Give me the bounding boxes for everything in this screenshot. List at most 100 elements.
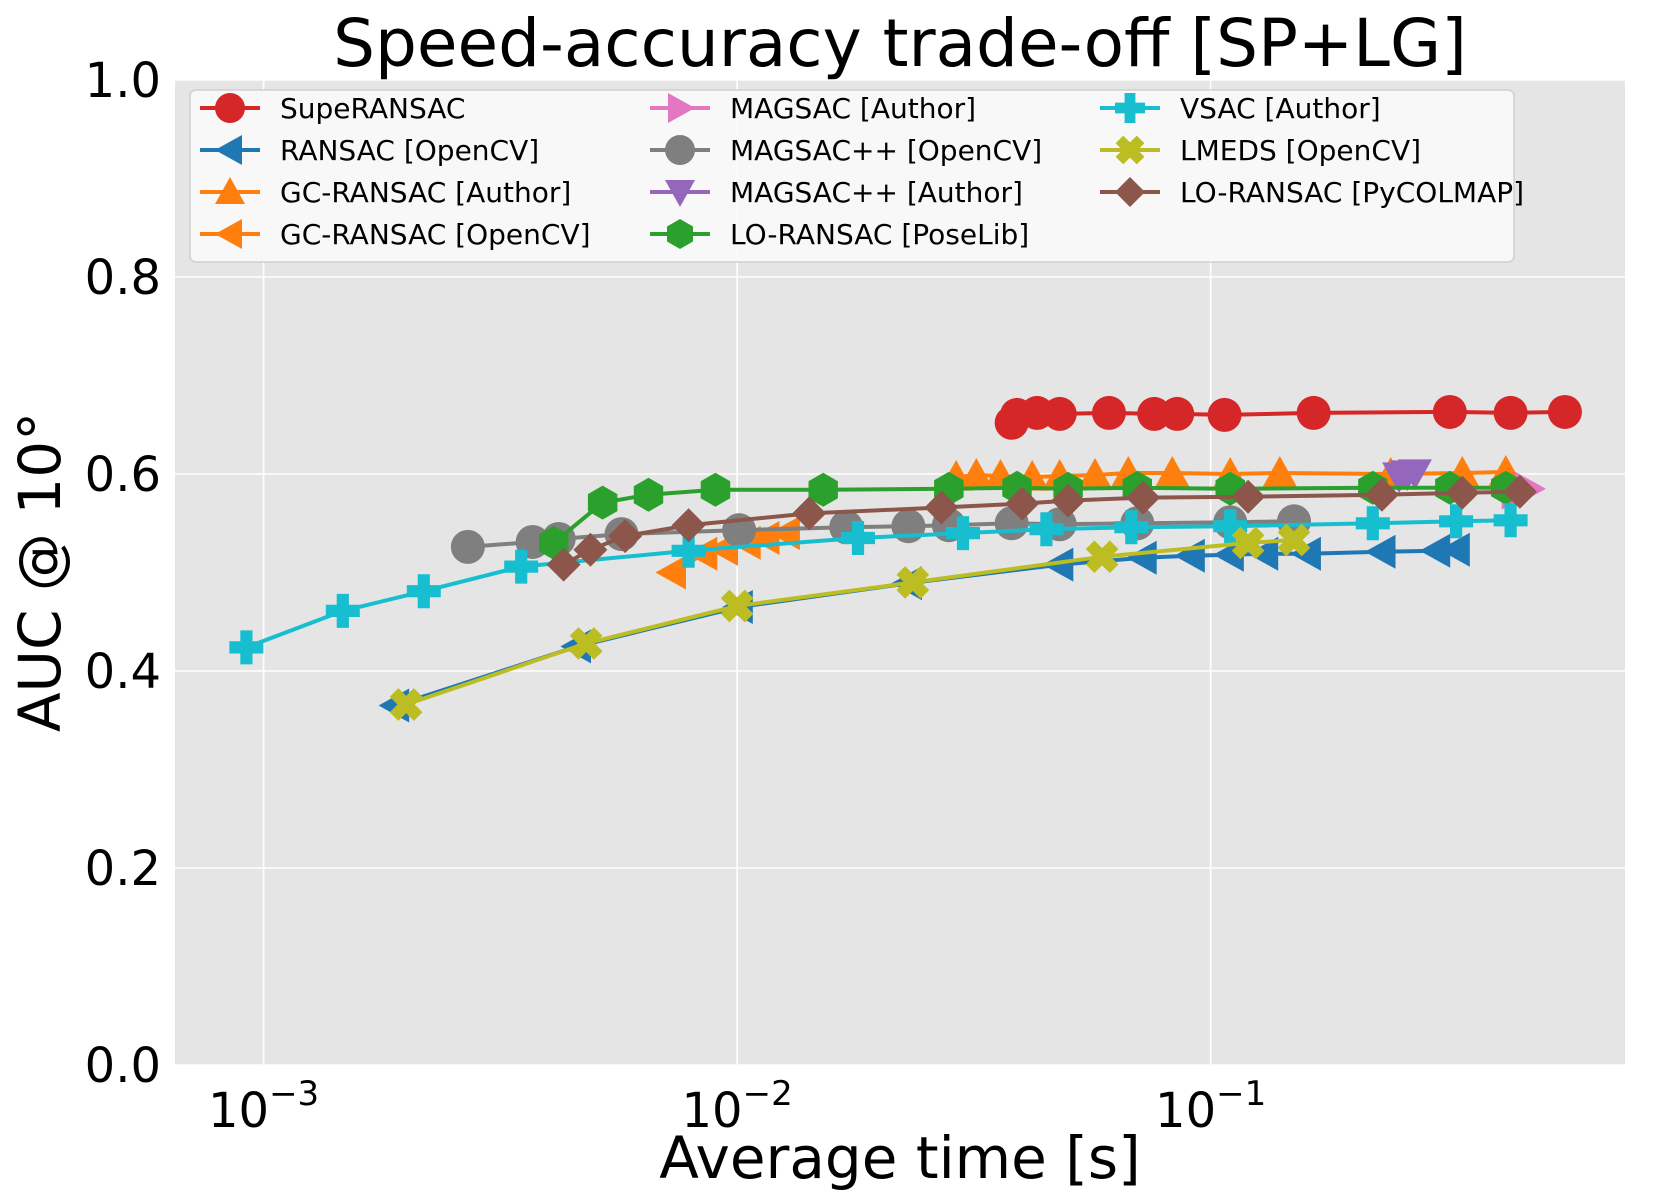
data-point bbox=[1078, 458, 1112, 489]
data-point bbox=[1247, 536, 1279, 571]
legend-marker bbox=[667, 219, 693, 249]
legend-label: MAGSAC++ [OpenCV] bbox=[730, 134, 1042, 167]
series-lo-ransac-pycolmap bbox=[546, 474, 1537, 582]
data-point bbox=[1432, 394, 1467, 429]
legend-entry: LO-RANSAC [PoseLib] bbox=[650, 218, 1029, 251]
data-point bbox=[1364, 534, 1396, 569]
legend-entry: MAGSAC++ [Author] bbox=[650, 176, 1023, 209]
data-point bbox=[569, 627, 603, 660]
data-point bbox=[720, 589, 754, 623]
legend-entry: LO-RANSAC [PyCOLMAP] bbox=[1100, 176, 1524, 209]
legend-box bbox=[189, 89, 1515, 263]
data-point bbox=[229, 630, 264, 665]
data-point bbox=[671, 533, 706, 568]
y-tick-label: 0.2 bbox=[85, 841, 161, 897]
data-point bbox=[325, 593, 360, 628]
data-point bbox=[406, 574, 441, 609]
y-tick-label: 1.0 bbox=[85, 53, 161, 109]
legend-label: LMEDS [OpenCV] bbox=[1180, 134, 1421, 167]
data-point bbox=[959, 458, 994, 489]
data-point bbox=[1155, 456, 1190, 487]
legend-label: GC-RANSAC [OpenCV] bbox=[280, 218, 591, 251]
data-point bbox=[946, 516, 981, 551]
x-tick-exponent: −2 bbox=[743, 1074, 793, 1114]
legend-marker bbox=[1115, 135, 1145, 165]
data-point bbox=[1364, 477, 1399, 512]
legend-entry: RANSAC [OpenCV] bbox=[200, 134, 539, 167]
legend-marker bbox=[215, 177, 245, 204]
legend-marker bbox=[215, 93, 245, 123]
legend-entry: GC-RANSAC [Author] bbox=[200, 176, 571, 209]
x-tick-exponent: −1 bbox=[1216, 1074, 1266, 1114]
legend-marker bbox=[668, 93, 695, 123]
y-axis-label: AUC @ 10° bbox=[6, 412, 74, 732]
data-point bbox=[655, 555, 686, 590]
legend-marker bbox=[1115, 93, 1145, 123]
data-point bbox=[1445, 475, 1480, 510]
legend-entry: LMEDS [OpenCV] bbox=[1100, 134, 1421, 167]
data-point bbox=[1207, 397, 1242, 432]
legend-entry: SupeRANSAC bbox=[200, 92, 465, 125]
data-point bbox=[1290, 536, 1321, 571]
x-tick-label: 10−1 bbox=[1155, 1074, 1266, 1139]
legend-entry: VSAC [Author] bbox=[1100, 92, 1381, 125]
legend-label: VSAC [Author] bbox=[1180, 92, 1381, 125]
data-point bbox=[573, 532, 608, 567]
data-point bbox=[1277, 523, 1311, 557]
data-point bbox=[1231, 479, 1266, 514]
legend-label: GC-RANSAC [Author] bbox=[280, 176, 571, 209]
data-point bbox=[1397, 459, 1432, 490]
data-point bbox=[671, 508, 706, 543]
data-point bbox=[1160, 396, 1195, 431]
legend-marker bbox=[665, 135, 695, 165]
data-point bbox=[546, 547, 581, 582]
x-tick-base: 10 bbox=[1155, 1083, 1216, 1139]
data-point bbox=[700, 472, 731, 507]
data-point bbox=[1231, 526, 1265, 560]
data-point bbox=[1126, 480, 1161, 515]
series-vsac-author bbox=[229, 503, 1528, 665]
series-group bbox=[229, 394, 1582, 723]
data-point bbox=[808, 472, 838, 507]
data-point bbox=[1493, 395, 1528, 430]
legend-marker bbox=[665, 180, 695, 207]
y-ticks: 0.0 0.2 0.4 0.6 0.8 1.0 bbox=[85, 53, 161, 1094]
data-point bbox=[1051, 483, 1086, 518]
data-point bbox=[1493, 503, 1528, 538]
series-magsac-author bbox=[1382, 459, 1432, 493]
legend-label: LO-RANSAC [PyCOLMAP] bbox=[1180, 176, 1524, 209]
legend-entry: MAGSAC++ [OpenCV] bbox=[650, 134, 1042, 167]
x-axis-label: Average time [s] bbox=[659, 1124, 1141, 1192]
data-point bbox=[1029, 512, 1064, 547]
data-point bbox=[1439, 504, 1474, 539]
legend-entry: GC-RANSAC [OpenCV] bbox=[200, 218, 591, 251]
data-point bbox=[1439, 532, 1470, 567]
legend-label: RANSAC [OpenCV] bbox=[280, 134, 539, 167]
x-tick-label: 10−2 bbox=[682, 1074, 793, 1139]
legend-entry: MAGSAC [Author] bbox=[650, 92, 976, 125]
series-superansac bbox=[994, 394, 1582, 440]
data-point bbox=[1262, 456, 1297, 487]
legend-label: SupeRANSAC bbox=[280, 92, 465, 125]
y-tick-label: 0.0 bbox=[85, 1038, 161, 1094]
data-point bbox=[1355, 506, 1390, 541]
data-point bbox=[1547, 394, 1582, 429]
legend-label: MAGSAC [Author] bbox=[730, 92, 976, 125]
data-point bbox=[1042, 396, 1077, 431]
y-tick-label: 0.6 bbox=[85, 447, 161, 503]
legend-marker bbox=[215, 219, 242, 249]
data-point bbox=[450, 529, 485, 564]
data-point bbox=[608, 519, 643, 554]
x-tick-label: 10−3 bbox=[208, 1074, 319, 1139]
x-tick-exponent: −3 bbox=[269, 1074, 319, 1114]
data-point bbox=[1126, 540, 1157, 575]
y-tick-label: 0.8 bbox=[85, 250, 161, 306]
data-point bbox=[1502, 474, 1537, 509]
data-point bbox=[792, 496, 827, 531]
data-point bbox=[1114, 510, 1149, 545]
data-point bbox=[896, 566, 930, 599]
series-lmeds-opencv bbox=[389, 523, 1311, 721]
data-point bbox=[1213, 509, 1248, 544]
legend: SupeRANSAC RANSAC [OpenCV] GC-RANSAC [Auth… bbox=[189, 89, 1524, 263]
data-point bbox=[504, 549, 539, 584]
